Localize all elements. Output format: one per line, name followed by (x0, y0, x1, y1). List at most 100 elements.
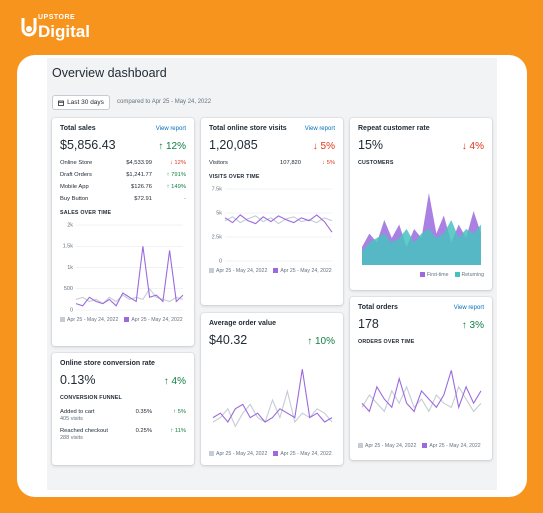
line (224, 214, 333, 233)
line (212, 369, 333, 423)
card-header: Online store conversion rate (60, 360, 186, 367)
dashboard-title: Overview dashboard (52, 66, 167, 80)
card: Repeat customer rate 15% ↓ 4% CUSTOMERS Firs… (350, 118, 492, 290)
legend-swatch (454, 272, 460, 278)
card-title: Total online store visits (209, 125, 287, 132)
legend-label: Apr 25 - May 24, 2022 (216, 451, 268, 457)
chart: 0 500 1k 1.5k 2k (63, 222, 184, 313)
legend-label: Apr 25 - May 24, 2022 (280, 268, 332, 274)
row-change: ↓ 12% (169, 160, 186, 166)
card: Total orders View report 178 ↑ 3% ORDERS OVE… (350, 297, 492, 460)
y-tick-label: 5k (216, 210, 222, 216)
legend-item: Apr 25 - May 24, 2022 (124, 317, 183, 323)
legend-swatch (124, 317, 130, 323)
legend-label: Apr 25 - May 24, 2022 (365, 443, 417, 449)
row-value: 0.25% (135, 428, 152, 434)
card-value: 0.13% (60, 373, 96, 387)
row-label: Draft Orders (60, 172, 92, 178)
row-label: Visitors (209, 160, 228, 166)
row-value: $1,241.77 (126, 172, 152, 178)
row-value: $126.76 (131, 184, 152, 190)
legend-swatch (419, 272, 425, 278)
legend: Apr 25 - May 24, 2022 Apr 25 - May 24, 20… (60, 317, 186, 323)
chart (362, 193, 481, 265)
section-label: CONVERSION FUNNEL (60, 395, 122, 401)
value-row: $5,856.43 ↑ 12% (60, 132, 186, 152)
card-value: $40.32 (209, 333, 248, 347)
line (361, 370, 482, 413)
row-label-block: Draft Orders (60, 172, 110, 178)
row-change: - (184, 196, 186, 202)
card-change: ↑ 12% (158, 141, 186, 152)
chart-label: CUSTOMERS (358, 160, 394, 166)
legend-label: Apr 25 - May 24, 2022 (216, 268, 268, 274)
row-label-block: Visitors (209, 160, 259, 166)
legend: First-time Returning (358, 272, 484, 278)
row-sub: 288 visits (60, 435, 83, 441)
line (224, 215, 333, 225)
line (75, 246, 184, 307)
view-report-link[interactable]: View report (155, 126, 186, 132)
card-header: Total online store visits View report (209, 125, 335, 132)
row-change: ↓ 5% (322, 160, 335, 166)
row-label: Online Store (60, 160, 93, 166)
legend-item: First-time (419, 272, 449, 278)
legend-label: Returning (461, 272, 485, 278)
logo-top: UPSTORE (38, 14, 76, 21)
row-label: Buy Button (60, 196, 89, 202)
date-button[interactable]: Last 30 days (52, 95, 110, 110)
card-value: 178 (358, 317, 379, 331)
legend-swatch (422, 443, 428, 449)
card-header: Total orders View report (358, 304, 484, 311)
row-sub: 405 visits (60, 416, 83, 422)
card-change: ↑ 10% (307, 336, 335, 347)
legend-item: Apr 25 - May 24, 2022 (209, 268, 267, 274)
logo-bottom: Digital (38, 22, 90, 41)
legend-item: Returning (454, 272, 485, 278)
legend-label: First-time (426, 272, 449, 278)
card: Total online store visits View report 1,20… (201, 118, 343, 305)
card-change: ↑ 4% (163, 376, 186, 387)
legend-item: Apr 25 - May 24, 2022 (273, 268, 332, 274)
row-change: ↑ 149% (166, 184, 186, 190)
card-value: $5,856.43 (60, 138, 116, 152)
row-label: Reached checkout (60, 428, 109, 434)
legend-swatch (209, 451, 214, 457)
legend-swatch (273, 451, 279, 457)
card-header: Average order value (209, 320, 335, 327)
breakdown: Online Store $4,533.99 ↓ 12% Draft Orders $1… (60, 160, 186, 202)
legend: Apr 25 - May 24, 2022 Apr 25 - May 24, 20… (209, 268, 335, 274)
row-label-block: Mobile App (60, 184, 110, 190)
y-tick-label: 500 (64, 286, 73, 292)
y-tick-label: 1k (67, 265, 73, 271)
card-value: 15% (358, 138, 384, 152)
breakdown-row: Mobile App $126.76 ↑ 149% (60, 184, 186, 190)
card-header: Total sales View report (60, 125, 186, 132)
legend-item: Apr 25 - May 24, 2022 (60, 317, 118, 323)
comparison: compared to Apr 25 - May 24, 2022 (117, 99, 212, 105)
view-report-link[interactable]: View report (453, 305, 484, 311)
view-report-link[interactable]: View report (304, 126, 335, 132)
breakdown-row: Visitors 107,820 ↓ 5% (209, 160, 335, 166)
value-row: 1,20,085 ↓ 5% (209, 132, 335, 152)
row-value: $4,533.99 (126, 160, 152, 166)
card-title: Average order value (209, 320, 277, 327)
card-title: Total orders (358, 304, 398, 311)
legend-label: Apr 25 - May 24, 2022 (429, 443, 481, 449)
legend: Apr 25 - May 24, 2022 Apr 25 - May 24, 20… (358, 443, 484, 449)
legend-swatch (60, 317, 65, 323)
legend-item: Apr 25 - May 24, 2022 (273, 451, 332, 457)
legend: Apr 25 - May 24, 2022 Apr 25 - May 24, 20… (209, 451, 335, 457)
y-tick-label: 2.5k (212, 234, 223, 240)
row-change: ↑ 5% (173, 409, 186, 415)
breakdown-row: Buy Button $72.91 - (60, 196, 186, 202)
card-header: Repeat customer rate (358, 125, 484, 132)
row-label: Mobile App (60, 184, 89, 190)
card: Online store conversion rate 0.13% ↑ 4% CON… (52, 353, 194, 465)
card-title: Total sales (60, 125, 96, 132)
y-tick-label: 7.5k (212, 186, 223, 192)
line (75, 287, 184, 305)
value-row: 178 ↑ 3% (358, 311, 484, 331)
legend-item: Apr 25 - May 24, 2022 (209, 451, 267, 457)
